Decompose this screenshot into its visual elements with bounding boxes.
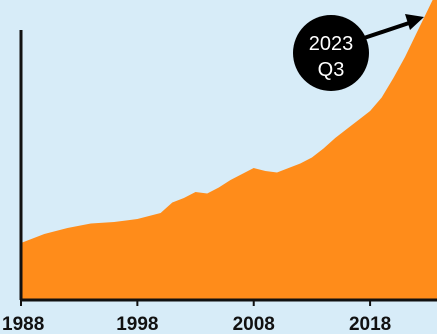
callout-line-2: Q3 xyxy=(318,59,345,81)
x-tick-label: 2008 xyxy=(233,314,275,334)
callout-arrow-head xyxy=(405,14,424,30)
series-area xyxy=(21,0,437,300)
x-tick-label: 2018 xyxy=(349,314,391,334)
x-tick-label: 1998 xyxy=(116,314,158,334)
annotation-callout xyxy=(293,15,369,91)
callout-arrow-line xyxy=(357,20,413,42)
callout-line-1: 2023 xyxy=(309,33,354,55)
x-tick-label: 1988 xyxy=(2,314,44,334)
